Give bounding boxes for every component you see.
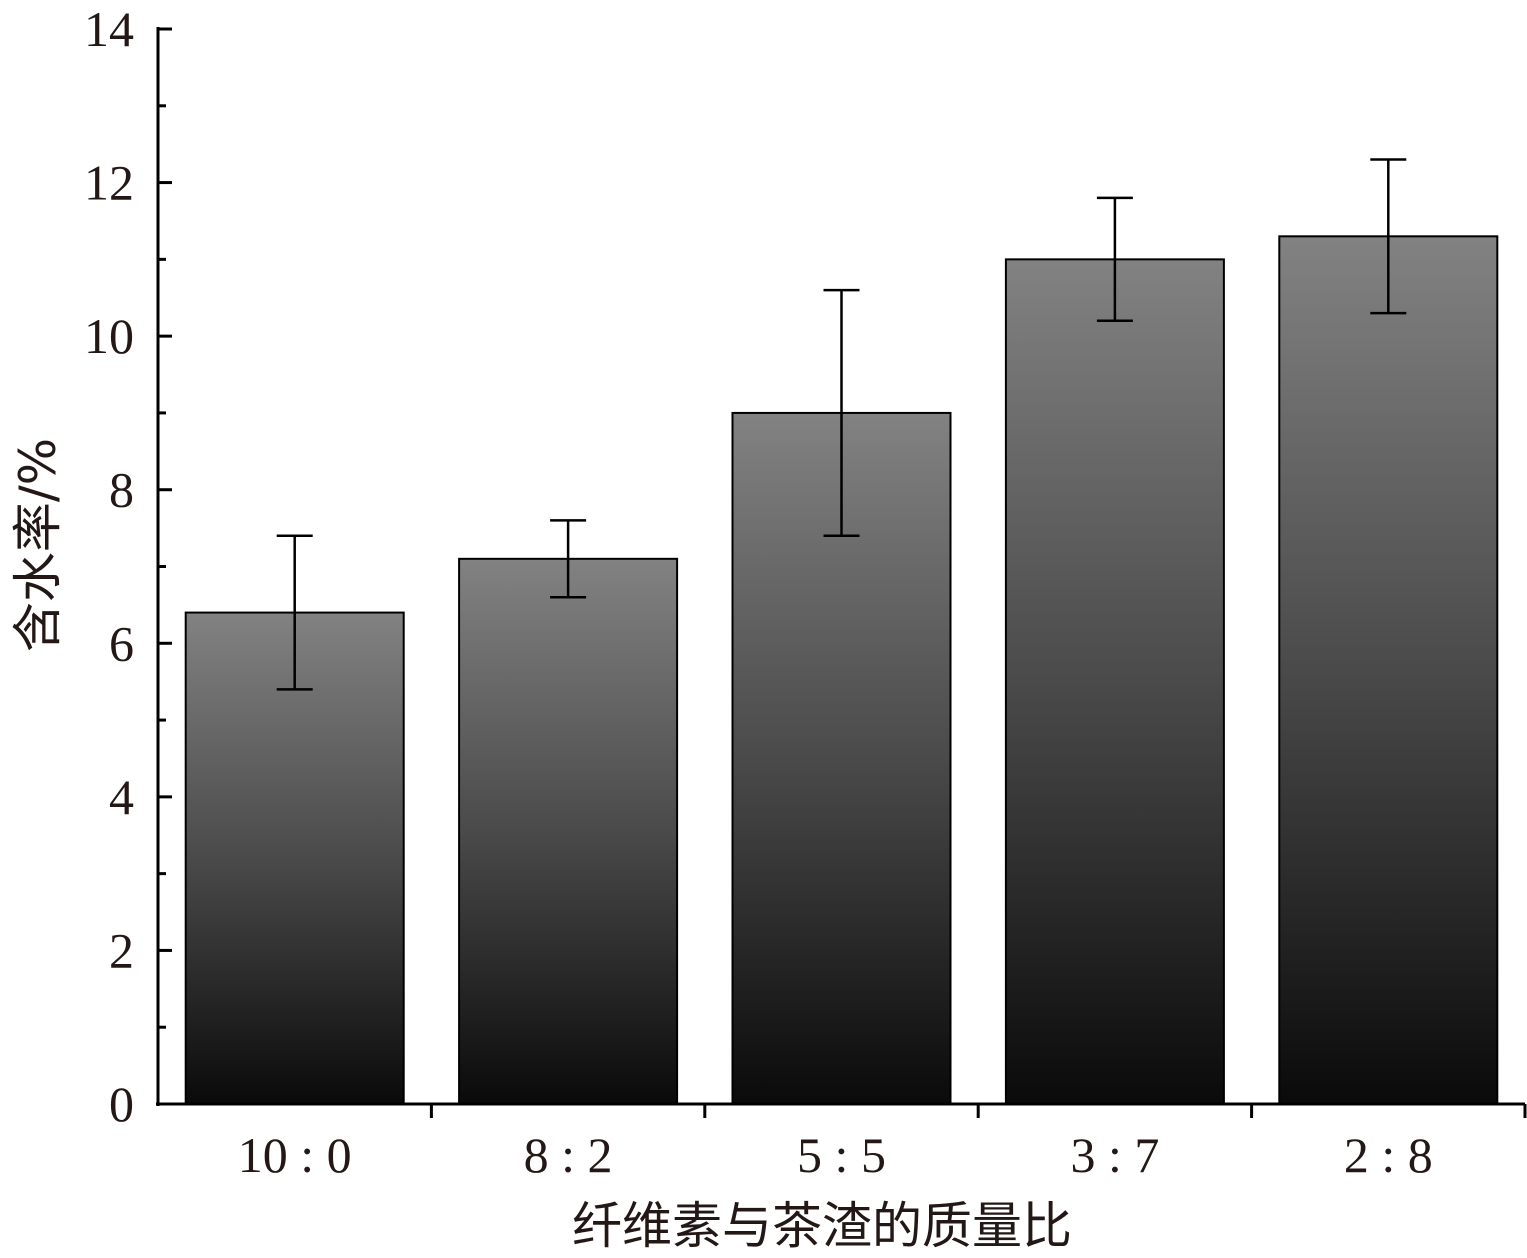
y-tick-label: 10 — [84, 308, 134, 364]
x-axis-title: 纤维素与茶渣的质量比 — [572, 1197, 1072, 1255]
x-tick-label: 5 : 5 — [797, 1127, 886, 1183]
error-bar-2 — [823, 288, 860, 538]
x-tick-label: 10 : 0 — [238, 1127, 352, 1183]
x-tick-label: 3 : 7 — [1070, 1127, 1159, 1183]
labels-group: 10 : 0 8 : 2 5 : 5 3 : 7 2 : 8 0 2 4 6 8 10 12 14 — [84, 1, 1433, 1183]
bars-group — [184, 235, 1499, 1106]
bar-0 — [184, 611, 405, 1105]
error-bar-0 — [276, 534, 313, 691]
x-tick-label: 8 : 2 — [524, 1127, 613, 1183]
y-tick-label: 0 — [109, 1076, 134, 1132]
error-bar-1 — [550, 519, 587, 599]
y-tick-label: 8 — [109, 462, 134, 518]
y-tick-label: 2 — [109, 922, 134, 978]
axes-group — [156, 27, 1527, 1118]
error-bar-4 — [1370, 158, 1407, 315]
y-axis-title: 含水率/% — [9, 438, 67, 652]
error-bars-group — [276, 158, 1407, 691]
error-bar-3 — [1096, 196, 1133, 323]
bar-4 — [1278, 235, 1499, 1106]
bar-3 — [1004, 258, 1225, 1106]
bar-1 — [458, 557, 679, 1105]
x-tick-label: 2 : 8 — [1344, 1127, 1433, 1183]
y-tick-label: 4 — [109, 769, 134, 825]
y-tick-label: 6 — [109, 615, 134, 671]
y-tick-label: 12 — [84, 155, 134, 211]
y-tick-label: 14 — [84, 1, 134, 57]
